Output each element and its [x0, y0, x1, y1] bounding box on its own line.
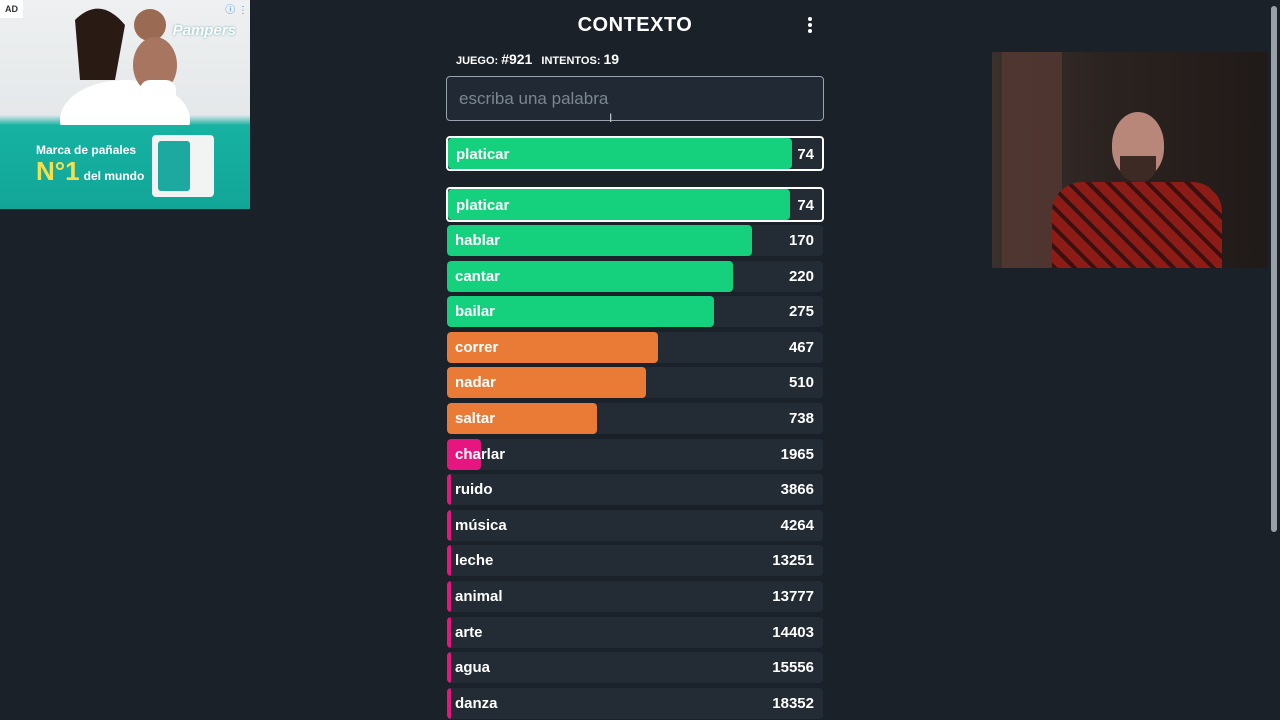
guess-word: arte	[455, 624, 483, 641]
guess-word: hablar	[455, 232, 501, 249]
guess-similarity-bar	[447, 367, 646, 398]
ad-label: AD	[0, 0, 23, 18]
guess-rank: 170	[788, 232, 814, 249]
ad-tagline-top: Marca de pañales	[36, 143, 137, 157]
attempts-count: 19	[603, 51, 620, 67]
webcam-overlay	[992, 52, 1280, 268]
title-bar: CONTEXTO	[446, 0, 824, 52]
app-title: CONTEXTO	[577, 14, 693, 36]
guess-similarity-bar	[447, 581, 451, 612]
attempts-label: INTENTOS:	[541, 55, 601, 67]
guess-word: música	[455, 517, 507, 534]
guess-rank: 18352	[772, 695, 814, 712]
ad-brand: Pampers	[172, 22, 236, 39]
guess-row: hablar 170	[447, 225, 823, 256]
guess-word: nadar	[455, 374, 496, 391]
last-guess-bar	[448, 138, 792, 169]
guess-similarity-bar	[447, 439, 481, 470]
text-cursor-icon: I	[609, 111, 613, 125]
guess-row: saltar 738	[447, 403, 823, 434]
guess-row: agua 15556	[447, 652, 823, 683]
guess-word: danza	[455, 695, 498, 712]
guess-row: bailar 275	[447, 296, 823, 327]
guess-word: correr	[455, 339, 499, 356]
guess-word: saltar	[455, 410, 496, 427]
last-guess-word: platicar	[456, 146, 510, 163]
guess-rank: 3866	[780, 481, 814, 498]
guess-similarity-bar	[448, 189, 790, 220]
guess-row: arte 14403	[447, 617, 823, 648]
guess-word: animal	[455, 588, 503, 605]
guess-similarity-bar	[447, 296, 714, 327]
guess-rank: 13251	[772, 552, 814, 569]
guess-word: bailar	[455, 303, 496, 320]
guess-row: animal 13777	[447, 581, 823, 612]
guess-row: ruido 3866	[447, 474, 823, 505]
ad-tagline: Marca de pañales N°1 del mundo	[36, 143, 146, 185]
guess-similarity-bar	[447, 474, 451, 505]
guess-row: platicar 74	[446, 187, 824, 222]
guess-rank: 220	[788, 268, 814, 285]
guess-row: danza 18352	[447, 688, 823, 719]
guess-rank: 467	[788, 339, 814, 356]
guess-rank: 275	[788, 303, 814, 320]
game-panel: CONTEXTO JUEGO:#921 INTENTOS:19 I platic…	[446, 0, 824, 719]
ad-product-pack	[158, 141, 190, 191]
guess-word: charlar	[455, 446, 506, 463]
game-label: JUEGO:	[456, 55, 499, 67]
guess-similarity-bar	[447, 617, 451, 648]
guess-row: música 4264	[447, 510, 823, 541]
advertisement[interactable]: AD ⓘ ⋮ Pampers Marca de pañales N°1 del m…	[0, 0, 250, 209]
guess-rank: 74	[797, 197, 814, 214]
guess-word: leche	[455, 552, 494, 569]
game-number: #921	[501, 51, 533, 67]
guess-rank: 4264	[780, 517, 814, 534]
guess-word: cantar	[455, 268, 501, 285]
guess-row: nadar 510	[447, 367, 823, 398]
guess-rank: 13777	[772, 588, 814, 605]
scrollbar-thumb[interactable]	[1271, 6, 1277, 532]
guess-word: ruido	[455, 481, 493, 498]
guess-similarity-bar	[447, 403, 597, 434]
guess-row: charlar 1965	[447, 439, 823, 470]
ad-photo	[60, 8, 190, 125]
guess-row: leche 13251	[447, 545, 823, 576]
guess-word: agua	[455, 659, 491, 676]
guess-rank: 15556	[772, 659, 814, 676]
word-input[interactable]	[446, 76, 824, 121]
guess-similarity-bar	[447, 652, 451, 683]
guess-word: platicar	[456, 197, 510, 214]
ad-product-image	[152, 135, 214, 197]
webcam-person-beard	[1120, 156, 1156, 182]
guess-rank: 14403	[772, 624, 814, 641]
guess-rank: 738	[788, 410, 814, 427]
guess-similarity-bar	[447, 332, 658, 363]
guess-row: correr 467	[447, 332, 823, 363]
guess-row: cantar 220	[447, 261, 823, 292]
page-scrollbar[interactable]	[1268, 0, 1280, 720]
guess-similarity-bar	[447, 261, 733, 292]
guess-similarity-bar	[447, 510, 451, 541]
last-guess-row: platicar 74	[446, 136, 824, 171]
ad-info-icon[interactable]: ⓘ ⋮	[225, 5, 248, 16]
guess-similarity-bar	[447, 225, 752, 256]
game-stats: JUEGO: #921 INTENTOS: 19	[456, 51, 625, 67]
ad-tagline-no1: N°1	[36, 156, 80, 186]
guess-similarity-bar	[447, 545, 451, 576]
guess-similarity-bar	[447, 688, 451, 719]
webcam-person-body	[1052, 182, 1222, 268]
ad-tagline-bottom: del mundo	[83, 169, 145, 183]
kebab-menu-icon[interactable]	[806, 17, 814, 35]
guess-rank: 1965	[780, 446, 814, 463]
last-guess-rank: 74	[797, 146, 814, 163]
guess-rank: 510	[788, 374, 814, 391]
